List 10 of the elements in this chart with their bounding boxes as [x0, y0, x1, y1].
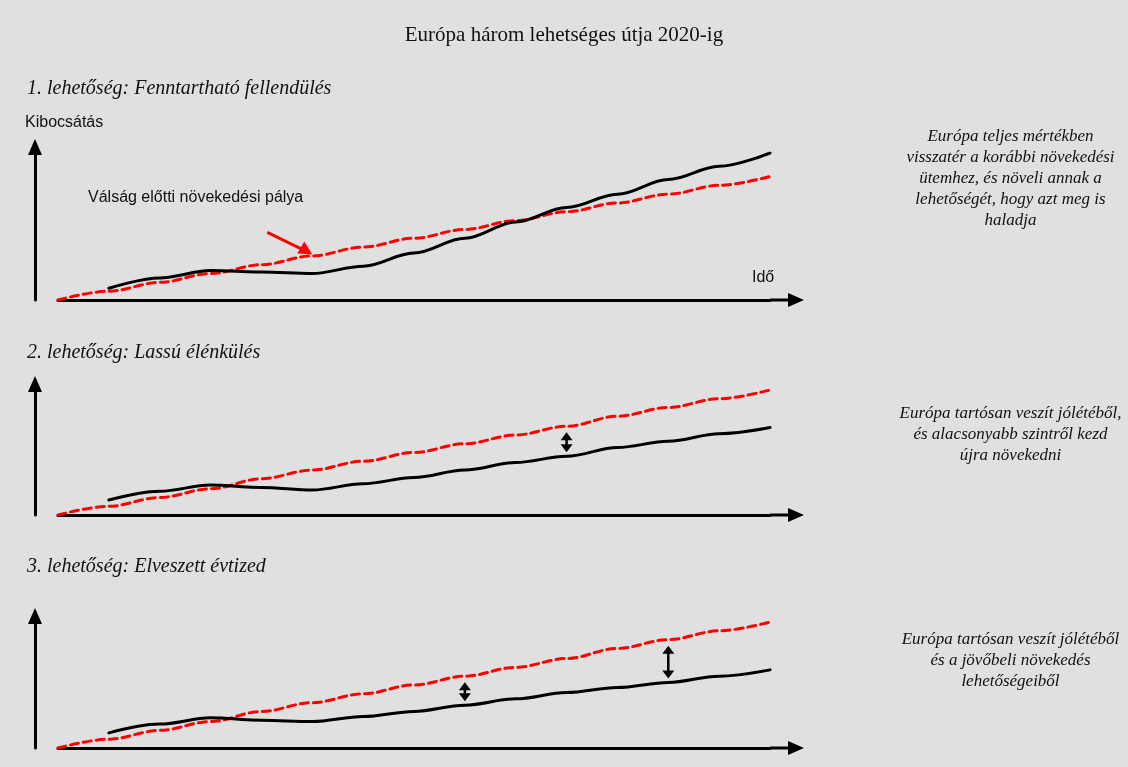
text: Európa tartósan veszít jólétéből és a jövőbeli növekedés lehetőségeiből	[900, 628, 1121, 691]
chart-subtitle: 3. lehetőség: Elveszett évtized	[26, 554, 267, 577]
annotation: Válság előtti növekedési pálya	[88, 187, 304, 205]
text: Európa teljes mértékben visszatér a korábbi növekedési ütemhez, és növeli annak a lehetőségét, hogy azt meg is haladja	[905, 125, 1116, 230]
y-axis-title: Kibocsátás	[25, 112, 104, 130]
chart-title: Európa három lehetséges útja 2020-ig	[404, 21, 724, 46]
text: Európa tartósan veszít jólétéből, és alacsonyabb szintről kezd újra növekedni	[898, 402, 1123, 465]
x-axis-title: Idő	[752, 267, 775, 285]
chart-subtitle: 2. lehetőség: Lassú élénkülés	[27, 340, 261, 363]
chart-subtitle: 1. lehetőség: Fenntartható fellendülés	[27, 76, 332, 99]
